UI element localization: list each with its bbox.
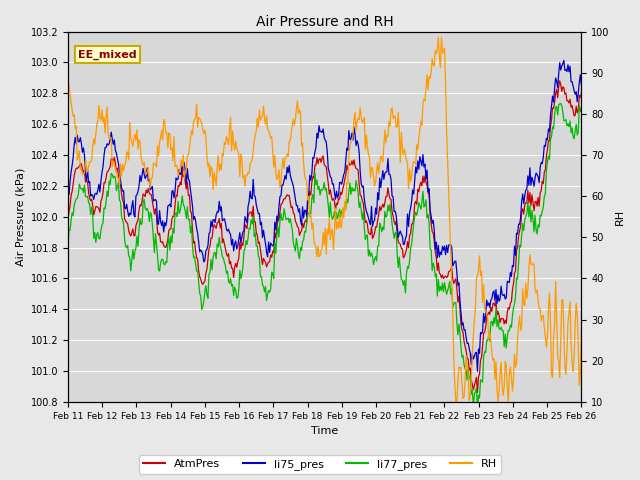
AtmPres xyxy=(311,162,319,168)
AtmPres xyxy=(474,390,481,396)
li75_pres xyxy=(308,171,316,177)
AtmPres xyxy=(567,104,575,110)
li75_pres xyxy=(370,219,378,225)
li77_pres xyxy=(557,101,564,107)
li75_pres xyxy=(567,79,575,84)
li75_pres xyxy=(64,191,72,197)
li77_pres xyxy=(370,262,378,267)
li77_pres xyxy=(567,130,575,136)
AtmPres xyxy=(342,172,349,178)
RH xyxy=(64,87,72,93)
RH xyxy=(370,174,378,180)
RH xyxy=(308,226,316,232)
X-axis label: Time: Time xyxy=(311,426,339,436)
Y-axis label: Air Pressure (kPa): Air Pressure (kPa) xyxy=(15,168,25,266)
Line: li75_pres: li75_pres xyxy=(68,60,581,371)
Line: RH: RH xyxy=(68,37,581,402)
RH xyxy=(435,35,442,40)
RH xyxy=(342,208,349,214)
Legend: AtmPres, li75_pres, li77_pres, RH: AtmPres, li75_pres, li77_pres, RH xyxy=(139,455,501,474)
AtmPres xyxy=(556,78,564,84)
li77_pres xyxy=(311,170,319,176)
li77_pres xyxy=(577,105,585,111)
AtmPres xyxy=(308,180,316,185)
AtmPres xyxy=(64,216,72,222)
Y-axis label: RH: RH xyxy=(615,209,625,225)
AtmPres xyxy=(370,233,378,239)
AtmPres xyxy=(486,312,493,317)
li77_pres xyxy=(342,205,349,211)
li77_pres xyxy=(308,195,316,201)
RH xyxy=(487,336,495,342)
li75_pres xyxy=(577,82,585,87)
RH xyxy=(311,241,319,247)
li75_pres xyxy=(342,157,349,163)
RH xyxy=(567,340,575,346)
li75_pres xyxy=(560,58,568,63)
li75_pres xyxy=(474,368,481,374)
Text: EE_mixed: EE_mixed xyxy=(78,49,137,60)
li77_pres xyxy=(64,240,72,246)
AtmPres xyxy=(577,90,585,96)
RH xyxy=(577,325,585,331)
li77_pres xyxy=(486,338,493,344)
li77_pres xyxy=(474,407,481,412)
Line: li77_pres: li77_pres xyxy=(68,104,581,409)
RH xyxy=(452,399,460,405)
li75_pres xyxy=(311,149,319,155)
Line: AtmPres: AtmPres xyxy=(68,81,581,393)
li75_pres xyxy=(486,304,493,310)
Title: Air Pressure and RH: Air Pressure and RH xyxy=(256,15,394,29)
